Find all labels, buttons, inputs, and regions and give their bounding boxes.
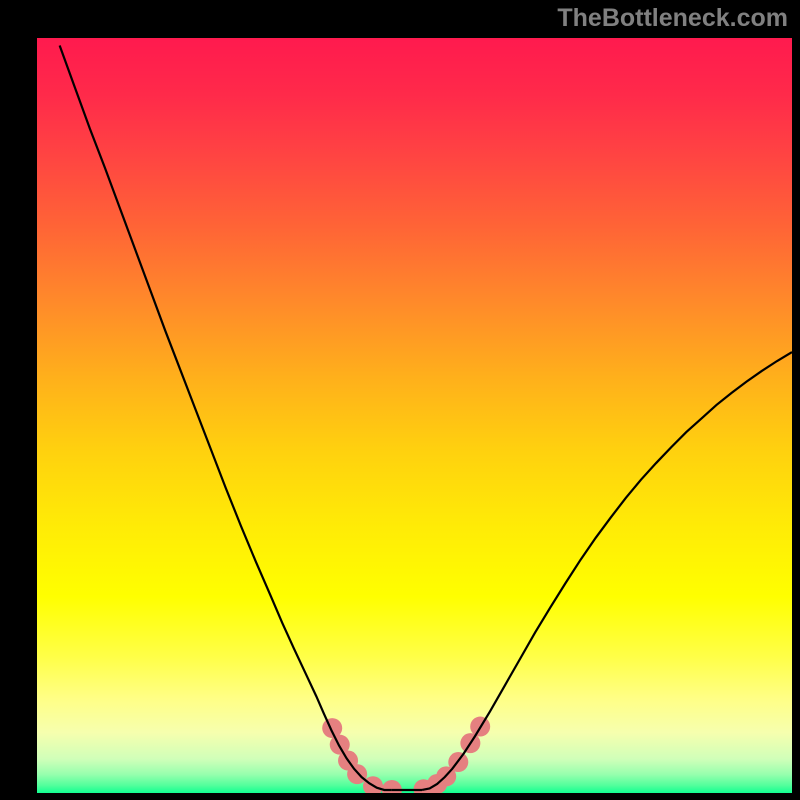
- stage: TheBottleneck.com: [0, 0, 800, 800]
- plot-svg: [37, 38, 792, 793]
- overlay-dot: [347, 764, 367, 784]
- gradient-background: [37, 38, 792, 793]
- plot-area: [37, 38, 792, 793]
- watermark-label: TheBottleneck.com: [557, 4, 788, 33]
